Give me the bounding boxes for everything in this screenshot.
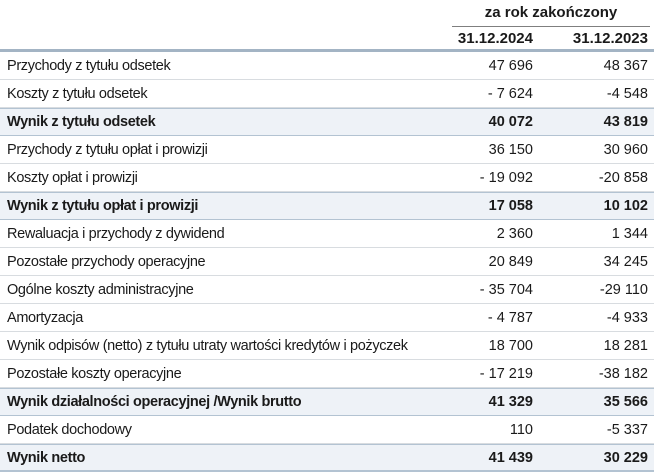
value-2024: 20 849 [488, 253, 533, 270]
value-2023: 48 367 [603, 57, 648, 74]
value-2023: 1 344 [611, 225, 648, 242]
row-label: Amortyzacja [7, 309, 83, 326]
column-header-row: 31.12.2024 31.12.2023 [0, 27, 654, 52]
table-row: Przychody z tytułu odsetek 47 696 48 367 [0, 52, 654, 80]
value-2024: 41 329 [488, 394, 533, 410]
value-2024: - 35 704 [479, 281, 533, 298]
column-header-2023: 31.12.2023 [572, 29, 648, 47]
table-row: Pozostałe koszty operacyjne - 17 219 -38… [0, 360, 654, 388]
value-2024: - 19 092 [479, 169, 533, 186]
table-row: Pozostałe przychody operacyjne 20 849 34… [0, 248, 654, 276]
value-2023: -38 182 [598, 365, 648, 382]
row-label: Pozostałe przychody operacyjne [7, 253, 206, 270]
period-header-row: za rok zakończony [0, 0, 654, 27]
table-row: Podatek dochodowy 110 -5 337 [0, 416, 654, 444]
row-label: Wynik działalności operacyjnej /Wynik br… [7, 394, 302, 410]
row-label: Wynik netto [7, 449, 86, 466]
value-2023: -20 858 [598, 169, 648, 186]
value-2024: 40 072 [488, 114, 533, 130]
row-label: Rewaluacja i przychody z dywidend [7, 225, 225, 242]
value-2023: -4 548 [606, 85, 648, 102]
value-2023: 35 566 [603, 394, 648, 410]
value-2023: 10 102 [603, 198, 648, 214]
table-row-total: Wynik z tytułu opłat i prowizji 17 058 1… [0, 192, 654, 220]
value-2023: 43 819 [603, 114, 648, 130]
row-label: Koszty opłat i prowizji [7, 169, 138, 186]
value-2024: - 7 624 [487, 85, 533, 102]
row-label: Przychody z tytułu odsetek [7, 57, 171, 74]
row-label: Podatek dochodowy [7, 421, 132, 438]
table-row: Rewaluacja i przychody z dywidend 2 360 … [0, 220, 654, 248]
value-2023: 18 281 [603, 337, 648, 354]
table-body: Przychody z tytułu odsetek 47 696 48 367… [0, 52, 654, 472]
table-row-total: Wynik netto 41 439 30 229 [0, 444, 654, 472]
table-row-total: Wynik z tytułu odsetek 40 072 43 819 [0, 108, 654, 136]
period-header: za rok zakończony [452, 0, 650, 27]
value-2024: 47 696 [488, 57, 533, 74]
row-label: Wynik odpisów (netto) z tytułu utraty wa… [7, 337, 408, 354]
value-2023: 34 245 [603, 253, 648, 270]
table-row: Ogólne koszty administracyjne - 35 704 -… [0, 276, 654, 304]
table-row: Koszty opłat i prowizji - 19 092 -20 858 [0, 164, 654, 192]
row-label: Wynik z tytułu opłat i prowizji [7, 198, 199, 214]
row-label: Koszty z tytułu odsetek [7, 85, 148, 102]
value-2024: 2 360 [496, 225, 533, 242]
row-label: Wynik z tytułu odsetek [7, 114, 156, 130]
value-2023: -29 110 [599, 281, 648, 298]
table-row: Wynik odpisów (netto) z tytułu utraty wa… [0, 332, 654, 360]
value-2024: 110 [509, 421, 533, 438]
value-2024: - 17 219 [479, 365, 533, 382]
value-2023: -4 933 [606, 309, 648, 326]
value-2023: 30 229 [603, 449, 648, 466]
value-2024: 17 058 [488, 198, 533, 214]
value-2023: -5 337 [606, 421, 648, 438]
table-row: Koszty z tytułu odsetek - 7 624 -4 548 [0, 80, 654, 108]
value-2024: 41 439 [488, 449, 533, 466]
value-2023: 30 960 [603, 141, 648, 158]
value-2024: 18 700 [488, 337, 533, 354]
column-header-2024: 31.12.2024 [457, 29, 533, 47]
row-label: Ogólne koszty administracyjne [7, 281, 194, 298]
row-label: Pozostałe koszty operacyjne [7, 365, 182, 382]
row-label: Przychody z tytułu opłat i prowizji [7, 141, 208, 158]
value-2024: - 4 787 [487, 309, 533, 326]
table-row: Amortyzacja - 4 787 -4 933 [0, 304, 654, 332]
table-row: Przychody z tytułu opłat i prowizji 36 1… [0, 136, 654, 164]
value-2024: 36 150 [488, 141, 533, 158]
table-row-total: Wynik działalności operacyjnej /Wynik br… [0, 388, 654, 416]
